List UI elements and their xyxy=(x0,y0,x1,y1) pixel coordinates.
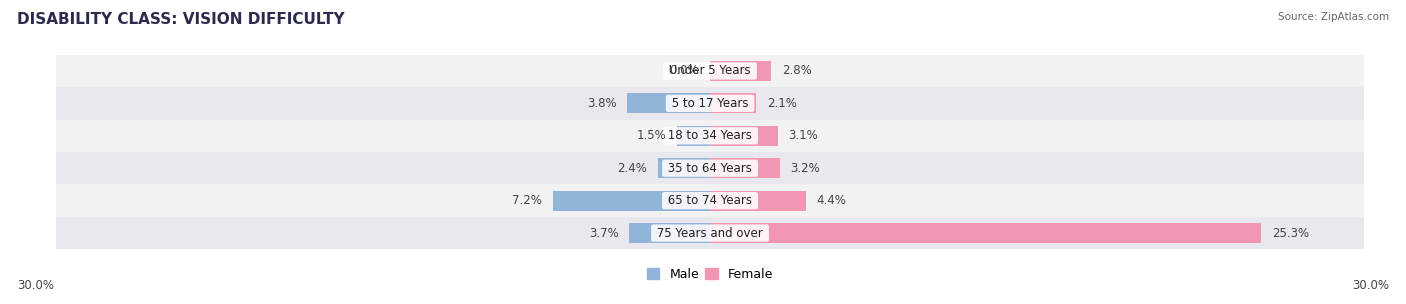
Bar xyxy=(710,191,806,211)
Text: 3.8%: 3.8% xyxy=(586,97,616,110)
Text: 30.0%: 30.0% xyxy=(1353,279,1389,292)
Bar xyxy=(678,126,710,146)
Text: Under 5 Years: Under 5 Years xyxy=(665,64,755,78)
Bar xyxy=(56,152,1364,185)
Bar xyxy=(56,217,1364,249)
Text: 35 to 64 Years: 35 to 64 Years xyxy=(664,162,756,175)
Legend: Male, Female: Male, Female xyxy=(643,263,778,286)
Text: 3.7%: 3.7% xyxy=(589,226,619,240)
Bar xyxy=(710,223,1261,243)
Text: 2.1%: 2.1% xyxy=(766,97,797,110)
Text: 7.2%: 7.2% xyxy=(512,194,543,207)
Bar xyxy=(56,185,1364,217)
Text: 2.8%: 2.8% xyxy=(782,64,811,78)
Bar xyxy=(56,55,1364,87)
Text: 2.4%: 2.4% xyxy=(617,162,647,175)
Bar xyxy=(658,158,710,178)
Bar xyxy=(627,93,710,113)
Text: 3.2%: 3.2% xyxy=(790,162,821,175)
Text: 18 to 34 Years: 18 to 34 Years xyxy=(664,129,756,142)
Text: 25.3%: 25.3% xyxy=(1272,226,1309,240)
Text: 75 Years and over: 75 Years and over xyxy=(654,226,766,240)
Bar xyxy=(630,223,710,243)
Text: 3.1%: 3.1% xyxy=(789,129,818,142)
Text: Source: ZipAtlas.com: Source: ZipAtlas.com xyxy=(1278,12,1389,22)
Bar xyxy=(710,158,780,178)
Bar xyxy=(56,119,1364,152)
Bar xyxy=(56,87,1364,119)
Bar xyxy=(553,191,710,211)
Bar xyxy=(710,126,778,146)
Text: 1.5%: 1.5% xyxy=(637,129,666,142)
Text: 0.0%: 0.0% xyxy=(669,64,699,78)
Text: DISABILITY CLASS: VISION DIFFICULTY: DISABILITY CLASS: VISION DIFFICULTY xyxy=(17,12,344,27)
Bar xyxy=(710,93,756,113)
Text: 5 to 17 Years: 5 to 17 Years xyxy=(668,97,752,110)
Text: 4.4%: 4.4% xyxy=(817,194,846,207)
Text: 65 to 74 Years: 65 to 74 Years xyxy=(664,194,756,207)
Bar xyxy=(710,61,770,81)
Text: 30.0%: 30.0% xyxy=(17,279,53,292)
